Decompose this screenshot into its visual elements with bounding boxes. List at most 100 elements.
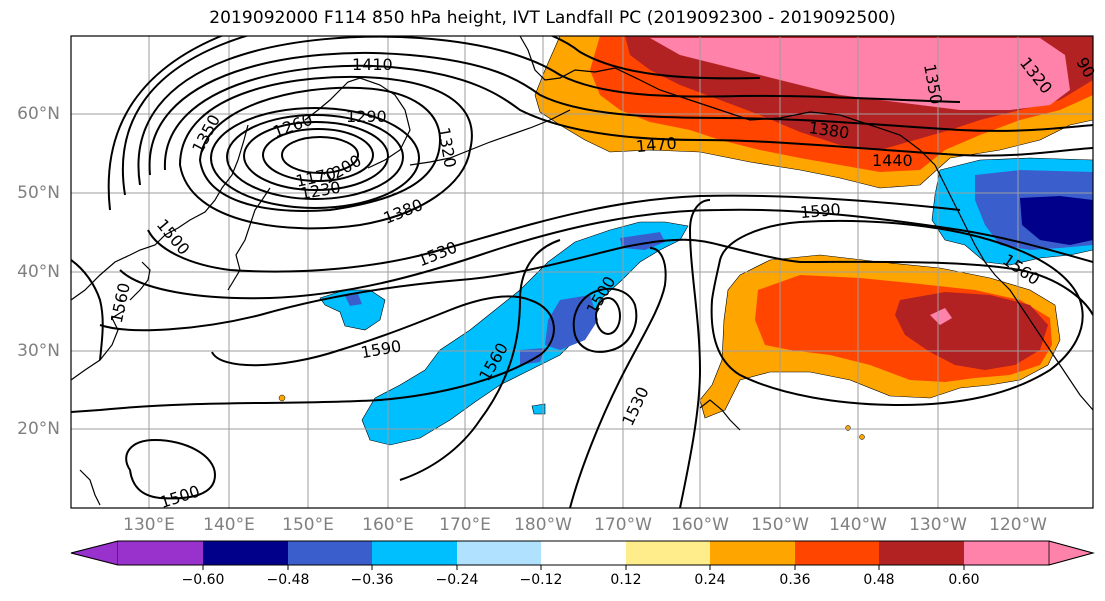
- longitude-label: 170°W: [594, 515, 652, 535]
- negative-region-tiny: [531, 403, 546, 415]
- contour-label: 1380: [381, 195, 426, 228]
- positive-region-central-pink: [930, 308, 952, 325]
- contour-1500c: [572, 287, 638, 353]
- colorbar-bin: [541, 541, 626, 565]
- contour-1530b: [569, 247, 667, 508]
- coast-asia: [71, 124, 249, 301]
- contour-1440: [137, 36, 961, 186]
- negative-region-central-med-3: [520, 348, 545, 365]
- latitude-label: 50°N: [17, 183, 60, 203]
- colorbar-bin: [626, 541, 710, 565]
- positive-dot: [278, 394, 286, 402]
- contour-1560c: [679, 199, 711, 508]
- longitude-label: 160°E: [362, 515, 414, 535]
- coast-china: [71, 309, 126, 381]
- contour-1560d: [71, 259, 104, 361]
- contour-1470: [121, 36, 761, 196]
- contour-1200: [262, 128, 374, 182]
- longitude-label: 140°W: [829, 515, 887, 535]
- contour-label: 1350: [188, 111, 224, 156]
- longitude-label: 150°E: [282, 515, 334, 535]
- contour-1170: [281, 136, 359, 174]
- colorbar-tick-label: −0.48: [266, 572, 310, 588]
- colorbar-under-arrow: [70, 540, 119, 566]
- longitude-label: 130°E: [123, 515, 175, 535]
- longitude-label: 120°W: [989, 515, 1047, 535]
- colorbar-bin: [118, 541, 203, 565]
- contour-1560a: [99, 238, 1093, 332]
- contour-label: 1590: [359, 336, 402, 362]
- colorbar-tick-label: 0.60: [948, 572, 980, 588]
- contour-label: 1440: [872, 151, 913, 170]
- colorbar-bin: [964, 541, 1049, 565]
- contour-label: 1470: [635, 134, 677, 156]
- colorbar: [70, 540, 1095, 570]
- contour-1560b: [399, 239, 561, 481]
- contour-1350: [178, 75, 473, 230]
- coast-north-america: [934, 164, 1093, 411]
- positive-dot: [845, 425, 851, 431]
- colorbar-bin: [372, 541, 457, 565]
- negative-region-central-light: [361, 221, 689, 446]
- contour-label: 1320: [434, 126, 460, 169]
- coast-japan: [227, 187, 271, 291]
- contour-1500b: [147, 194, 961, 273]
- colorbar-over-arrow: [1048, 540, 1095, 566]
- contour-1380: [163, 64, 1093, 171]
- negative-region-small-west: [319, 289, 386, 331]
- coast-kamchatka: [304, 77, 411, 169]
- latitude-label: 40°N: [17, 262, 60, 282]
- map-title: 2019092000 F114 850 hPa height, IVT Land…: [209, 8, 896, 28]
- positive-region-alaska-pink: [650, 38, 1070, 110]
- colorbar-tick-label: 0.24: [694, 572, 726, 588]
- longitude-label: 140°E: [203, 515, 255, 535]
- map-frame: [70, 35, 1094, 509]
- colorbar-bin: [457, 541, 541, 565]
- contour-label: 1590: [799, 200, 841, 222]
- contour-label: 1410: [352, 55, 393, 74]
- negative-region-small-west-med: [345, 294, 362, 306]
- colorbar-tick-label: 0.36: [779, 572, 811, 588]
- longitude-label: 130°W: [909, 515, 967, 535]
- colorbar-tick-label: −0.12: [519, 572, 563, 588]
- coast-korea: [129, 261, 151, 301]
- positive-dot: [859, 434, 865, 440]
- contour-1500a: [107, 36, 225, 211]
- contour-1590a: [71, 295, 555, 413]
- contour-1230: [243, 121, 389, 191]
- contour-1290: [210, 107, 420, 209]
- negative-region-central-med-2: [545, 295, 598, 350]
- contour-1530a: [119, 208, 1093, 300]
- coast-philippines: [79, 469, 101, 506]
- latitude-label: 60°N: [17, 104, 60, 124]
- longitude-label: 170°E: [439, 515, 491, 535]
- contour-1500e: [125, 438, 217, 500]
- contour-1320: [198, 86, 442, 212]
- colorbar-bin: [288, 541, 372, 565]
- colorbar-bin: [203, 541, 288, 565]
- contour-1500d: [595, 297, 621, 335]
- colorbar-outline: [70, 540, 1095, 566]
- latitude-label: 30°N: [17, 341, 60, 361]
- contour-label: 1530: [415, 237, 460, 270]
- longitude-label: 180°W: [514, 515, 572, 535]
- longitude-label: 160°W: [671, 515, 729, 535]
- colorbar-tick-label: 0.48: [863, 572, 895, 588]
- colorbar-tick-label: −0.60: [181, 572, 225, 588]
- coast-hawaii: [699, 399, 741, 431]
- contour-1260: [226, 114, 404, 200]
- negative-region-pnw-dark: [1020, 196, 1093, 245]
- colorbar-bin: [795, 541, 879, 565]
- contour-1410: [148, 52, 1093, 176]
- latitude-label: 20°N: [17, 419, 60, 439]
- colorbar-tick-label: 0.12: [610, 572, 642, 588]
- colorbar-bin: [710, 541, 795, 565]
- colorbar-tick-label: −0.24: [435, 572, 479, 588]
- height-contours: [71, 36, 1093, 508]
- longitude-label: 150°W: [751, 515, 809, 535]
- contour-1590b: [710, 219, 1084, 407]
- contour-label: 1560: [107, 281, 134, 325]
- colorbar-tick-label: −0.36: [350, 572, 394, 588]
- contour-label: 1290: [346, 107, 387, 126]
